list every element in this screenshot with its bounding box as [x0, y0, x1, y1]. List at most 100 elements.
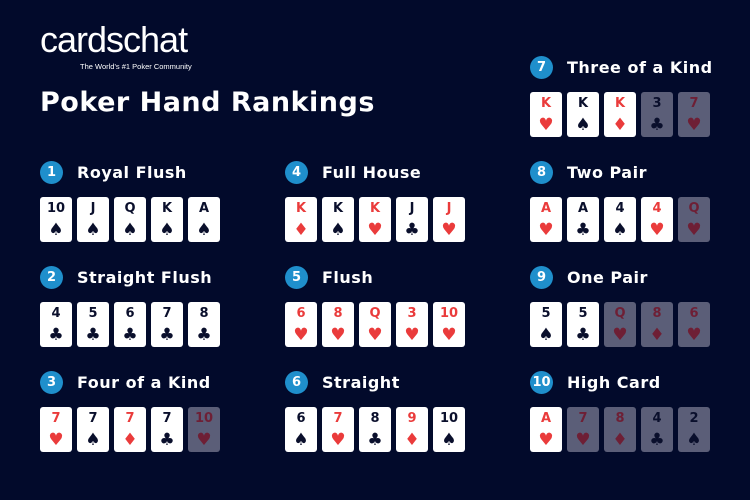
playing-card: K ♦ [604, 92, 636, 137]
logo-wordmark: cardschat [40, 19, 188, 60]
heart-icon: ♥ [330, 325, 346, 345]
playing-card: K ♥ [359, 197, 391, 242]
diamond-icon: ♦ [612, 430, 628, 450]
card-rank: 2 [689, 411, 699, 426]
card-rank: 8 [199, 306, 209, 321]
card-rank: Q [369, 306, 381, 321]
hand-name: Straight [322, 372, 400, 392]
diamond-icon: ♦ [612, 115, 628, 135]
card-rank: 8 [333, 306, 343, 321]
playing-card: A ♠ [188, 197, 220, 242]
card-row: A ♥ 7 ♥ 8 ♦ 4 ♣ 2 ♠ [530, 407, 730, 452]
card-rank: 8 [652, 306, 662, 321]
diamond-icon: ♦ [649, 325, 665, 345]
spade-icon: ♠ [330, 220, 346, 240]
club-icon: ♣ [159, 325, 175, 345]
card-rank: 7 [689, 96, 699, 111]
playing-card: 10 ♥ [433, 302, 465, 347]
club-icon: ♣ [196, 325, 212, 345]
rank-badge: 10 [530, 370, 553, 394]
playing-card: 7 ♥ [678, 92, 710, 137]
playing-card: 7 ♣ [151, 407, 183, 452]
logo-tagline: The World's #1 Poker Community [80, 62, 192, 71]
heart-icon: ♥ [612, 325, 628, 345]
playing-card: 10 ♠ [433, 407, 465, 452]
hand-name: Flush [322, 267, 374, 287]
playing-card: K ♦ [285, 197, 317, 242]
playing-card: 10 ♥ [188, 407, 220, 452]
club-icon: ♣ [48, 325, 64, 345]
spade-icon: ♠ [159, 220, 175, 240]
card-rank: K [295, 201, 307, 216]
playing-card: 7 ♥ [567, 407, 599, 452]
card-rank: K [577, 96, 589, 111]
card-row: K ♥ K ♠ K ♦ 3 ♣ 7 ♥ [530, 92, 730, 137]
card-rank: 7 [125, 411, 135, 426]
card-rank: 7 [333, 411, 343, 426]
playing-card: 7 ♥ [322, 407, 354, 452]
cardschat-logo[interactable]: cardschat The World's #1 Poker Community [40, 22, 210, 74]
hand-name: One Pair [567, 267, 648, 287]
diamond-icon: ♦ [293, 220, 309, 240]
spade-icon: ♠ [122, 220, 138, 240]
rank-badge: 8 [530, 160, 553, 184]
hand-four-of-a-kind: 3 Four of a Kind 7 ♥ 7 ♠ 7 ♦ 7 ♣ 10 ♥ [40, 370, 240, 452]
hand-header: 10 High Card [530, 370, 730, 394]
heart-icon: ♥ [367, 325, 383, 345]
heart-icon: ♥ [538, 220, 554, 240]
playing-card: K ♠ [567, 92, 599, 137]
playing-card: 6 ♣ [114, 302, 146, 347]
playing-card: 4 ♣ [641, 407, 673, 452]
spade-icon: ♠ [196, 220, 212, 240]
playing-card: 8 ♥ [322, 302, 354, 347]
playing-card: 4 ♣ [40, 302, 72, 347]
hand-header: 7 Three of a Kind [530, 55, 730, 79]
card-rank: 3 [407, 306, 417, 321]
playing-card: 5 ♠ [530, 302, 562, 347]
rank-badge: 7 [530, 55, 553, 79]
hand-header: 6 Straight [285, 370, 485, 394]
card-rank: 7 [51, 411, 61, 426]
card-row: 10 ♠ J ♠ Q ♠ K ♠ A ♠ [40, 197, 240, 242]
club-icon: ♣ [367, 430, 383, 450]
playing-card: J ♠ [77, 197, 109, 242]
card-rank: A [540, 201, 552, 216]
hand-royal-flush: 1 Royal Flush 10 ♠ J ♠ Q ♠ K ♠ A ♠ [40, 160, 240, 242]
hand-header: 5 Flush [285, 265, 485, 289]
playing-card: K ♠ [322, 197, 354, 242]
heart-icon: ♥ [686, 115, 702, 135]
club-icon: ♣ [649, 115, 665, 135]
playing-card: J ♣ [396, 197, 428, 242]
playing-card: 9 ♦ [396, 407, 428, 452]
hand-name: Straight Flush [77, 267, 213, 287]
playing-card: 6 ♠ [285, 407, 317, 452]
card-rank: 7 [88, 411, 98, 426]
playing-card: Q ♥ [604, 302, 636, 347]
card-row: 5 ♠ 5 ♣ Q ♥ 8 ♦ 6 ♥ [530, 302, 730, 347]
card-row: 6 ♥ 8 ♥ Q ♥ 3 ♥ 10 ♥ [285, 302, 485, 347]
playing-card: 6 ♥ [285, 302, 317, 347]
hand-header: 9 One Pair [530, 265, 730, 289]
playing-card: 8 ♦ [641, 302, 673, 347]
hand-name: Full House [322, 162, 422, 182]
card-rank: 3 [652, 96, 662, 111]
playing-card: 2 ♠ [678, 407, 710, 452]
card-rank: 7 [162, 411, 172, 426]
hand-name: Royal Flush [77, 162, 187, 182]
rank-badge: 4 [285, 160, 308, 184]
hand-straight: 6 Straight 6 ♠ 7 ♥ 8 ♣ 9 ♦ 10 ♠ [285, 370, 485, 452]
heart-icon: ♥ [686, 220, 702, 240]
card-row: 6 ♠ 7 ♥ 8 ♣ 9 ♦ 10 ♠ [285, 407, 485, 452]
heart-icon: ♥ [649, 220, 665, 240]
card-rank: A [540, 411, 552, 426]
heart-icon: ♥ [196, 430, 212, 450]
playing-card: 3 ♥ [396, 302, 428, 347]
playing-card: Q ♥ [678, 197, 710, 242]
playing-card: J ♥ [433, 197, 465, 242]
club-icon: ♣ [404, 220, 420, 240]
card-rank: 5 [578, 306, 588, 321]
card-rank: Q [688, 201, 700, 216]
hand-header: 3 Four of a Kind [40, 370, 240, 394]
playing-card: 8 ♦ [604, 407, 636, 452]
hand-three-of-a-kind: 7 Three of a Kind K ♥ K ♠ K ♦ 3 ♣ 7 ♥ [530, 55, 730, 137]
